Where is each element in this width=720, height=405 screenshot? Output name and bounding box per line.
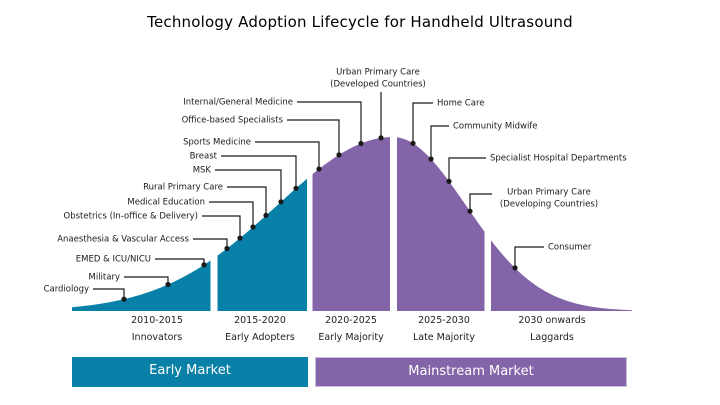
leader-line bbox=[430, 125, 449, 159]
stage-period-innovators: 2010-2015 bbox=[131, 315, 183, 326]
annotation-label: Specialist Hospital Departments bbox=[490, 154, 627, 164]
leader-line bbox=[93, 288, 125, 300]
annotation-anaesthesia-vascular-access: Anaesthesia & Vascular Access bbox=[57, 235, 230, 252]
curve-point-dot bbox=[378, 135, 384, 141]
annotation-label: Urban Primary Care bbox=[507, 188, 591, 198]
annotation-label: Sports Medicine bbox=[183, 138, 251, 148]
stage-period-laggards: 2030 onwards bbox=[518, 315, 586, 326]
curve-segment-laggards bbox=[491, 240, 632, 311]
leader-line bbox=[297, 101, 362, 144]
curve-point-dot bbox=[293, 185, 299, 191]
stage-period-late-majority: 2025-2030 bbox=[418, 315, 470, 326]
curve-point-dot bbox=[446, 178, 452, 184]
leader-line bbox=[124, 276, 169, 285]
annotation-label: Obstetrics (In-office & Delivery) bbox=[64, 212, 198, 222]
curve-segment-early-adopters bbox=[217, 178, 307, 311]
annotation-label: Office-based Specialists bbox=[182, 116, 284, 126]
leader-line bbox=[193, 238, 228, 249]
curve-point-dot bbox=[316, 166, 322, 172]
annotation-label: Home Care bbox=[437, 99, 485, 109]
curve-point-dot bbox=[263, 212, 269, 218]
annotation-label: Internal/General Medicine bbox=[183, 98, 293, 108]
market-bar-early-market: Early Market bbox=[72, 357, 308, 387]
annotation-msk: MSK bbox=[193, 166, 284, 205]
annotation-label: Community Midwife bbox=[453, 122, 538, 132]
annotation-label: EMED & ICU/NICU bbox=[76, 255, 151, 265]
annotation-home-care: Home Care bbox=[410, 99, 485, 146]
curve-point-dot bbox=[121, 296, 127, 302]
annotation-office-based-specialists: Office-based Specialists bbox=[182, 116, 342, 158]
curve-point-dot bbox=[410, 140, 416, 146]
annotation-consumer: Consumer bbox=[512, 243, 592, 271]
curve-segment-early-majority bbox=[312, 137, 390, 311]
annotation-sports-medicine: Sports Medicine bbox=[183, 138, 322, 172]
stage-cohort-early-majority: Early Majority bbox=[318, 332, 384, 343]
curve-point-dot bbox=[467, 208, 473, 214]
curve-point-dot bbox=[278, 199, 284, 205]
annotation-label: Breast bbox=[190, 152, 218, 162]
market-bar-mainstream-market: Mainstream Market bbox=[315, 357, 627, 387]
annotation-label: MSK bbox=[193, 166, 212, 176]
annotation-cardiology: Cardiology bbox=[44, 285, 127, 302]
curve-point-dot bbox=[336, 152, 342, 158]
leader-line bbox=[215, 169, 282, 202]
annotation-label: Consumer bbox=[548, 243, 592, 253]
annotation-community-midwife: Community Midwife bbox=[428, 122, 538, 162]
curve-segment-innovators bbox=[72, 260, 211, 311]
leader-line bbox=[255, 141, 320, 169]
annotation-label: (Developing Countries) bbox=[500, 200, 598, 210]
annotation-label: Rural Primary Care bbox=[143, 183, 223, 193]
annotation-label: Cardiology bbox=[44, 285, 89, 295]
annotation-obstetrics-in-office-delivery: Obstetrics (In-office & Delivery) bbox=[64, 212, 243, 241]
stage-cohort-early-adopters: Early Adopters bbox=[225, 332, 295, 343]
curve-segment-late-majority bbox=[397, 137, 485, 311]
curve-point-dot bbox=[358, 140, 364, 147]
annotation-emed-icu-nicu: EMED & ICU/NICU bbox=[76, 255, 207, 268]
leader-line bbox=[155, 258, 205, 265]
chart-title: Technology Adoption Lifecycle for Handhe… bbox=[147, 13, 573, 31]
leader-line bbox=[448, 157, 486, 182]
annotation-rural-primary-care: Rural Primary Care bbox=[143, 183, 269, 218]
annotation-urban-primary-care-developed-countries: Urban Primary Care (Developed Countries) bbox=[330, 68, 426, 141]
leader-line bbox=[202, 215, 241, 239]
curve-point-dot bbox=[512, 265, 518, 271]
curve-point-dot bbox=[250, 224, 256, 230]
annotation-label: Military bbox=[89, 273, 121, 283]
stage-cohort-innovators: Innovators bbox=[131, 332, 183, 343]
curve-point-dot bbox=[201, 262, 207, 268]
leader-line bbox=[227, 186, 267, 216]
leader-line bbox=[412, 102, 433, 144]
curve-point-dot bbox=[237, 235, 243, 241]
curve-point-dot bbox=[428, 156, 434, 162]
annotation-internal-general-medicine: Internal/General Medicine bbox=[183, 98, 364, 147]
leader-line bbox=[514, 246, 544, 268]
annotation-specialist-hospital-departments: Specialist Hospital Departments bbox=[446, 154, 627, 184]
annotation-breast: Breast bbox=[190, 152, 299, 191]
stage-cohort-late-majority: Late Majority bbox=[412, 332, 476, 343]
annotation-urban-primary-care-developing-countries: Urban Primary Care (Developing Countries) bbox=[467, 188, 598, 214]
annotation-label: Urban Primary Care bbox=[336, 68, 420, 78]
curve-point-dot bbox=[224, 245, 230, 252]
stage-period-early-majority: 2020-2025 bbox=[325, 315, 377, 326]
leader-line bbox=[209, 201, 254, 227]
leader-line bbox=[221, 155, 297, 189]
leader-line bbox=[469, 193, 492, 212]
annotation-military: Military bbox=[89, 273, 171, 288]
annotation-label: (Developed Countries) bbox=[330, 80, 426, 90]
stage-period-early-adopters: 2015-2020 bbox=[234, 315, 286, 326]
annotation-label: Medical Education bbox=[127, 198, 205, 208]
stage-cohort-laggards: Laggards bbox=[530, 332, 574, 343]
annotation-medical-education: Medical Education bbox=[127, 198, 256, 230]
annotation-label: Anaesthesia & Vascular Access bbox=[57, 235, 189, 245]
leader-line bbox=[287, 119, 340, 155]
curve-point-dot bbox=[165, 281, 171, 288]
